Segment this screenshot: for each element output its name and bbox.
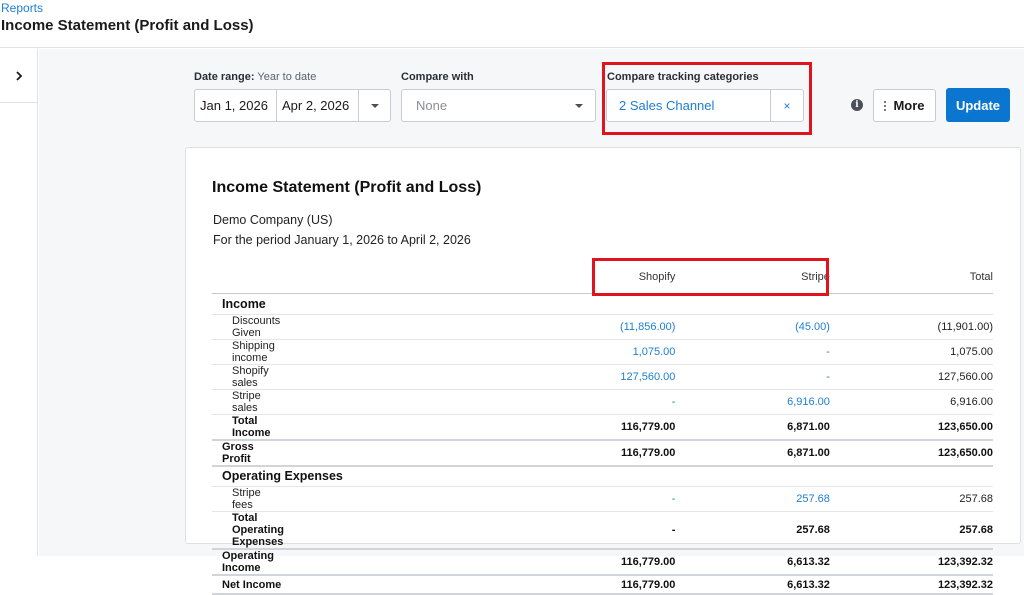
table-row: Shopify sales 127,560.00 - 127,560.00 [212,364,993,390]
column-header-account [212,261,284,294]
report-company: Demo Company (US) [213,213,333,227]
shopify-amount: - [283,511,676,550]
total-label: Total Operating Expenses [212,511,284,550]
account-label: Shopify sales [212,364,284,390]
info-icon[interactable]: i [851,99,863,111]
breadcrumb-reports[interactable]: Reports [1,1,44,15]
stripe-amount[interactable]: - [675,364,830,390]
date-range-label-text: Date range: [194,71,255,83]
compare-with-label: Compare with [401,71,474,83]
caret-down-icon [575,103,583,108]
stripe-amount: 6,613.32 [675,575,830,595]
table-row: Stripe sales - 6,916.00 6,916.00 [212,389,993,415]
total-amount: 6,916.00 [829,389,993,415]
compare-with-value: None [416,98,448,113]
main-content: Date range: Year to date Jan 1, 2026 Apr… [39,49,1024,595]
shopify-amount[interactable]: (11,856.00) [283,314,676,340]
date-range-picker: Jan 1, 2026 Apr 2, 2026 [194,89,391,122]
shopify-amount[interactable]: 127,560.00 [283,364,676,390]
report-card: Income Statement (Profit and Loss) Demo … [185,147,1021,595]
shopify-amount: 116,779.00 [283,414,676,441]
income-statement-table: Shopify Stripe Total Income Discounts Gi… [212,261,993,595]
shopify-amount: 116,779.00 [283,575,676,595]
total-label: Total Income [212,414,284,441]
total-amount: 127,560.00 [829,364,993,390]
page-title: Income Statement (Profit and Loss) [1,17,254,34]
summary-row-operating-income: Operating Income 116,779.00 6,613.32 123… [212,549,993,576]
caret-down-icon [370,103,379,108]
tracking-categories-value[interactable]: 2 Sales Channel [607,90,771,121]
section-row-operating-expenses: Operating Expenses [212,465,993,487]
compare-with-select[interactable]: None [401,89,596,122]
table-row: Shipping income 1,075.00 - 1,075.00 [212,339,993,365]
column-header-stripe: Stripe [675,261,830,294]
total-row-income: Total Income 116,779.00 6,871.00 123,650… [212,414,993,441]
stripe-amount[interactable]: - [675,339,830,365]
shopify-amount[interactable]: 1,075.00 [283,339,676,365]
summary-label: Net Income [212,575,284,595]
tracking-categories-label: Compare tracking categories [607,71,759,83]
shopify-amount[interactable]: - [283,486,676,512]
total-amount: 123,392.32 [829,575,993,595]
sidebar [0,49,38,556]
top-bar: Reports Income Statement (Profit and Los… [0,0,1024,48]
report-period: For the period January 1, 2026 to April … [213,233,471,247]
total-amount: 123,650.00 [829,439,993,467]
shopify-amount[interactable]: - [283,389,676,415]
date-range-dropdown-button[interactable] [359,90,390,121]
chevron-right-icon [16,70,23,81]
section-label: Income [212,293,993,315]
table-header-row: Shopify Stripe Total [212,261,993,294]
account-label: Stripe sales [212,389,284,415]
summary-label: Gross Profit [212,439,284,467]
total-amount: 257.68 [829,511,993,550]
section-label: Operating Expenses [212,465,993,487]
summary-row-net-income: Net Income 116,779.00 6,613.32 123,392.3… [212,575,993,595]
total-amount: (11,901.00) [829,314,993,340]
stripe-amount: 6,871.00 [675,439,830,467]
stripe-amount: 6,871.00 [675,414,830,441]
kebab-menu-icon [884,100,887,111]
tracking-highlight-box [602,62,812,135]
total-amount: 257.68 [829,486,993,512]
more-button[interactable]: More [873,89,936,122]
stripe-amount[interactable]: 6,916.00 [675,389,830,415]
date-range-preset: Year to date [257,71,317,83]
total-amount: 1,075.00 [829,339,993,365]
total-amount: 123,392.32 [829,549,993,576]
stripe-amount: 6,613.32 [675,549,830,576]
clear-tracking-button[interactable]: × [771,90,803,121]
tracking-categories-select: 2 Sales Channel × [606,89,804,122]
account-label: Shipping income [212,339,284,365]
table-row: Stripe fees - 257.68 257.68 [212,486,993,512]
update-button[interactable]: Update [946,88,1010,122]
date-range-label: Date range: Year to date [194,71,316,83]
section-row-income: Income [212,293,993,315]
shopify-amount: 116,779.00 [283,549,676,576]
stripe-amount: 257.68 [675,511,830,550]
account-label: Discounts Given [212,314,284,340]
summary-row-gross-profit: Gross Profit 116,779.00 6,871.00 123,650… [212,439,993,467]
summary-label: Operating Income [212,549,284,576]
columns-highlight-box [592,258,829,296]
stripe-amount[interactable]: 257.68 [675,486,830,512]
total-row-operating-expenses: Total Operating Expenses - 257.68 257.68 [212,511,993,550]
close-icon: × [783,98,791,113]
column-header-total: Total [829,261,993,294]
shopify-amount: 116,779.00 [283,439,676,467]
total-amount: 123,650.00 [829,414,993,441]
end-date-input[interactable]: Apr 2, 2026 [277,90,359,121]
account-label: Stripe fees [212,486,284,512]
table-row: Discounts Given (11,856.00) (45.00) (11,… [212,314,993,340]
stripe-amount[interactable]: (45.00) [675,314,830,340]
report-title: Income Statement (Profit and Loss) [212,179,482,196]
sidebar-toggle-button[interactable] [0,49,38,103]
column-header-shopify: Shopify [283,261,676,294]
start-date-input[interactable]: Jan 1, 2026 [195,90,277,121]
more-button-label: More [893,98,925,113]
